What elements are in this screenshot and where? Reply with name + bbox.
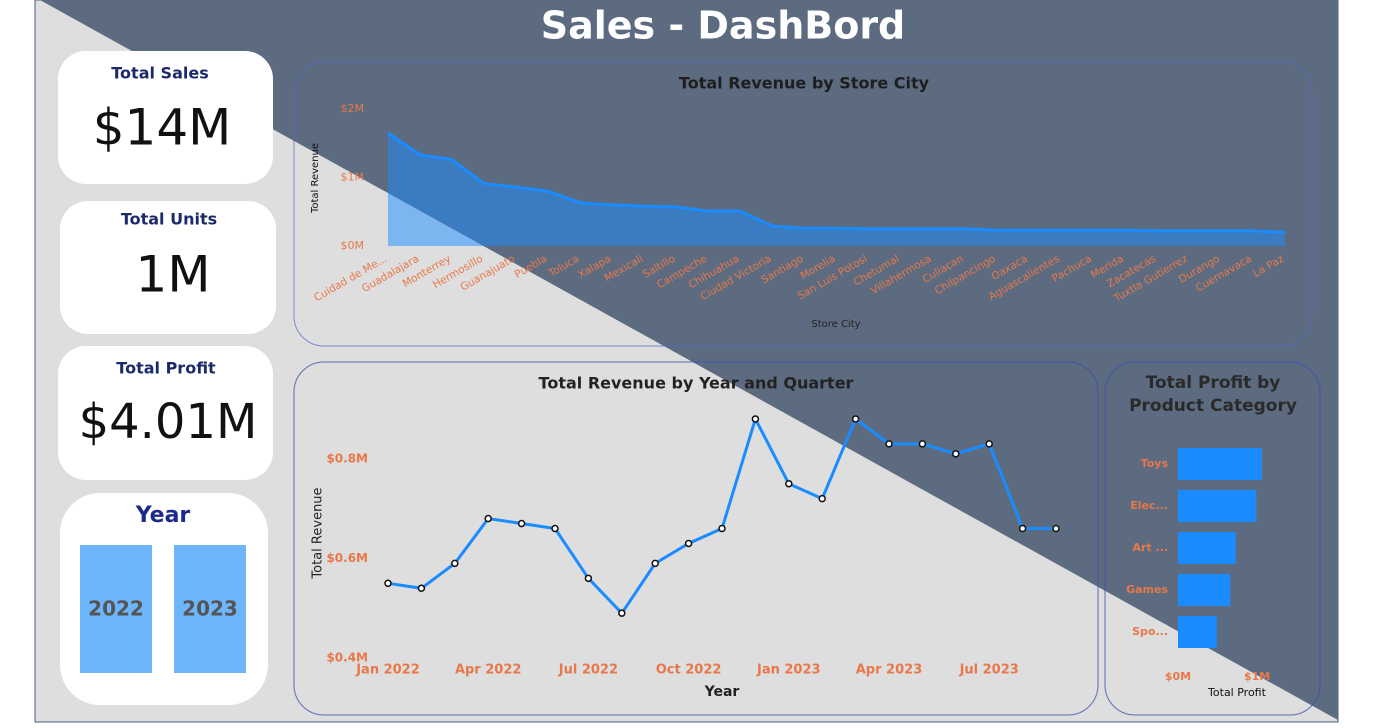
y-axis-label: Total Revenue	[311, 487, 326, 579]
marker	[551, 524, 559, 533]
marker	[517, 519, 526, 528]
panel	[293, 61, 1313, 347]
bar	[1178, 616, 1217, 648]
x-tick-label: Jan 2023	[756, 663, 821, 678]
x-tick-label: $1M	[1244, 670, 1270, 683]
marker	[952, 450, 960, 458]
kpi-label: Total Profit	[116, 359, 216, 378]
marker	[818, 494, 826, 503]
x-axis-label: Store City	[811, 319, 860, 330]
marker	[785, 479, 793, 488]
panel	[293, 361, 1099, 716]
y-tick-label: $2M	[341, 102, 365, 115]
marker	[484, 514, 492, 523]
kpi-card	[58, 346, 273, 480]
x-tick-label: Jul 2023	[959, 663, 1019, 678]
y-tick-label: $1M	[341, 171, 365, 184]
y-tick-label: Spo...	[1132, 625, 1168, 638]
x-tick-label: Oct 2022	[656, 663, 722, 678]
slicer-option-label[interactable]: 2023	[182, 597, 238, 621]
area	[388, 132, 1285, 246]
y-tick-label: Art ...	[1132, 541, 1168, 554]
bar	[1178, 490, 1257, 522]
slicer-option[interactable]	[80, 545, 152, 673]
marker	[1018, 524, 1027, 533]
x-axis-label: Total Profit	[1207, 686, 1267, 699]
marker	[718, 524, 726, 533]
marker	[451, 559, 459, 568]
marker	[851, 415, 860, 423]
kpi-value: 1M	[136, 246, 211, 304]
marker	[684, 539, 693, 548]
bar	[1178, 532, 1236, 564]
marker	[918, 440, 927, 448]
x-tick-label: Jan 2022	[355, 663, 420, 678]
marker	[618, 609, 626, 617]
chart-title: Total Revenue by Store City	[679, 74, 930, 93]
y-axis-label: Total Revenue	[310, 143, 321, 214]
y-tick-label: $0.8M	[326, 451, 368, 465]
x-axis-label: Year	[704, 684, 740, 700]
bar	[1178, 574, 1231, 606]
x-tick-label: $0M	[1165, 670, 1191, 683]
marker	[885, 440, 893, 448]
marker	[417, 584, 426, 593]
slicer-title: Year	[135, 503, 191, 528]
x-tick-label: Apr 2023	[856, 663, 923, 678]
marker	[985, 440, 993, 448]
kpi-value: $14M	[93, 99, 232, 157]
chart-title: Total Profit by Product Category	[1129, 373, 1297, 416]
marker	[584, 574, 593, 583]
x-tick-label: Jul 2022	[558, 663, 618, 678]
y-tick-label: Elec...	[1130, 499, 1168, 512]
y-tick-label: $0M	[341, 239, 365, 252]
y-tick-label: $0.4M	[326, 651, 368, 665]
area-line	[387, 131, 1286, 234]
overlay	[40, 0, 1338, 720]
marker	[384, 579, 392, 588]
y-tick-label: Games	[1126, 583, 1168, 596]
y-tick-label: Toys	[1141, 457, 1169, 470]
x-tick-label: Apr 2022	[455, 663, 522, 678]
kpi-label: Total Units	[121, 210, 217, 229]
panel	[1104, 361, 1321, 716]
kpi-value: $4.01M	[79, 394, 258, 450]
slicer-option[interactable]	[174, 545, 246, 673]
slicer-option-label[interactable]: 2022	[88, 597, 144, 621]
bar	[1178, 448, 1262, 480]
kpi-card	[60, 201, 276, 334]
kpi-label: Total Sales	[111, 64, 208, 83]
y-tick-label: $0.6M	[326, 551, 368, 565]
dashboard-title: Sales - DashBord	[541, 4, 906, 48]
marker	[1052, 524, 1060, 533]
chart-title: Total Revenue by Year and Quarter	[539, 374, 854, 393]
marker	[751, 415, 760, 423]
kpi-card	[58, 51, 273, 184]
marker	[651, 559, 659, 568]
